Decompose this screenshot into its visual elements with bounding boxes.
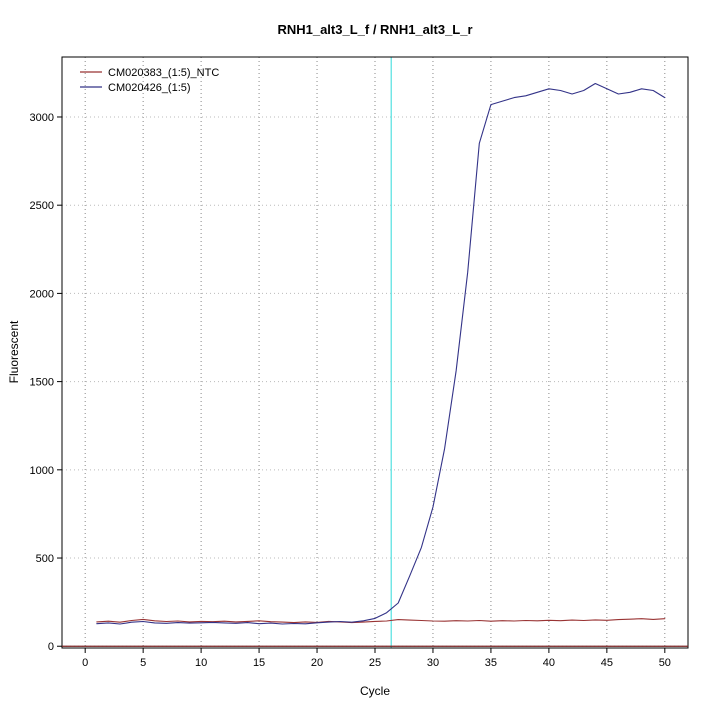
y-tick-label: 0 bbox=[48, 641, 54, 653]
legend: CM020383_(1:5)_NTC CM020426_(1:5) bbox=[80, 67, 219, 94]
y-tick-label: 1500 bbox=[30, 377, 54, 389]
y-axis-label: Fluorescent bbox=[7, 320, 21, 384]
y-axis: 0 500 1000 1500 2000 2500 3000 bbox=[30, 112, 62, 653]
x-tick-label: 25 bbox=[369, 657, 381, 669]
x-tick-label: 15 bbox=[253, 657, 265, 669]
y-tick-label: 1000 bbox=[30, 465, 54, 477]
x-axis: 0 5 10 15 20 25 30 35 40 45 50 bbox=[82, 648, 671, 669]
x-tick-label: 0 bbox=[82, 657, 88, 669]
y-tick-label: 2000 bbox=[30, 288, 54, 300]
legend-label-CM020426_(1:5): CM020426_(1:5) bbox=[108, 82, 191, 94]
x-tick-label: 20 bbox=[311, 657, 323, 669]
x-tick-label: 30 bbox=[427, 657, 439, 669]
x-tick-label: 5 bbox=[140, 657, 146, 669]
x-tick-label: 50 bbox=[659, 657, 671, 669]
x-tick-label: 45 bbox=[601, 657, 613, 669]
gridlines bbox=[62, 57, 688, 648]
y-tick-label: 500 bbox=[36, 553, 54, 565]
y-tick-label: 2500 bbox=[30, 200, 54, 212]
legend-label-CM020383_(1:5)_NTC: CM020383_(1:5)_NTC bbox=[108, 67, 219, 79]
x-axis-label: Cycle bbox=[359, 684, 390, 698]
chart-title: RNH1_alt3_L_f / RNH1_alt3_L_r bbox=[277, 22, 473, 37]
series-line-CM020426_(1:5) bbox=[96, 82, 666, 625]
y-tick-label: 3000 bbox=[30, 112, 54, 124]
series-line-CM020383_(1:5)_NTC bbox=[96, 618, 666, 624]
x-tick-label: 40 bbox=[543, 657, 555, 669]
x-tick-label: 10 bbox=[195, 657, 207, 669]
x-tick-label: 35 bbox=[485, 657, 497, 669]
